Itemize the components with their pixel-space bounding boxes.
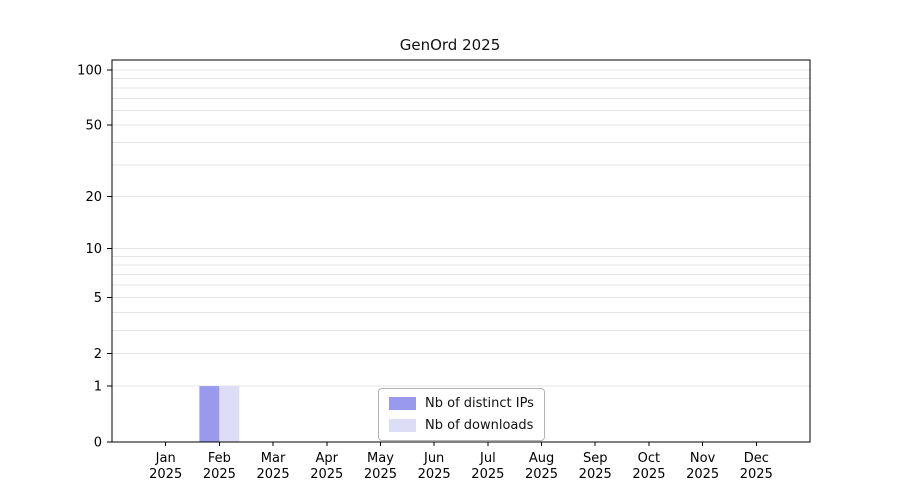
legend-label-downloads: Nb of downloads [425, 418, 534, 433]
x-tick-label-month: Aug [529, 451, 554, 466]
x-tick-label-year: 2025 [525, 467, 558, 482]
y-tick-label: 10 [85, 242, 102, 257]
x-tick-label-month: Feb [208, 451, 231, 466]
legend-swatch-distinct-ips [389, 397, 416, 410]
y-tick-label: 2 [94, 347, 102, 362]
x-tick-label-month: Apr [316, 451, 339, 466]
x-tick-label-year: 2025 [203, 467, 236, 482]
y-tick-label: 0 [94, 436, 102, 451]
x-tick-label-year: 2025 [310, 467, 343, 482]
x-tick-label-year: 2025 [740, 467, 773, 482]
y-tick-label: 5 [94, 291, 102, 306]
plot-border [111, 59, 811, 443]
x-tick-label-year: 2025 [579, 467, 612, 482]
y-tick-label: 20 [85, 190, 102, 205]
x-tick-label-month: Jun [423, 451, 444, 466]
x-tick-label-month: Mar [261, 451, 286, 466]
x-tick-label-month: Oct [638, 451, 660, 466]
legend-item-downloads: Nb of downloads [389, 418, 534, 433]
legend-label-distinct-ips: Nb of distinct IPs [425, 396, 534, 411]
bar-feb-series-1 [219, 386, 240, 442]
legend-item-distinct-ips: Nb of distinct IPs [389, 396, 534, 411]
x-tick-label-year: 2025 [632, 467, 665, 482]
legend: Nb of distinct IPs Nb of downloads [378, 388, 545, 441]
x-tick-label-year: 2025 [471, 467, 504, 482]
y-tick-label: 100 [77, 64, 102, 79]
x-tick-label-year: 2025 [686, 467, 719, 482]
x-tick-label-year: 2025 [257, 467, 290, 482]
y-tick-label: 50 [85, 119, 102, 134]
x-tick-label-year: 2025 [364, 467, 397, 482]
x-tick-label-month: May [367, 451, 394, 466]
x-tick-label-month: Nov [690, 451, 716, 466]
x-tick-label-month: Jan [155, 451, 176, 466]
y-tick-label: 1 [94, 380, 102, 395]
x-tick-label-month: Dec [744, 451, 769, 466]
x-tick-label-year: 2025 [149, 467, 182, 482]
bar-feb-series-0 [199, 386, 220, 442]
x-tick-label-month: Sep [583, 451, 608, 466]
chart-title: GenOrd 2025 [399, 36, 501, 54]
x-tick-label-month: Jul [479, 451, 496, 466]
x-tick-label-year: 2025 [418, 467, 451, 482]
legend-swatch-downloads [389, 419, 416, 432]
